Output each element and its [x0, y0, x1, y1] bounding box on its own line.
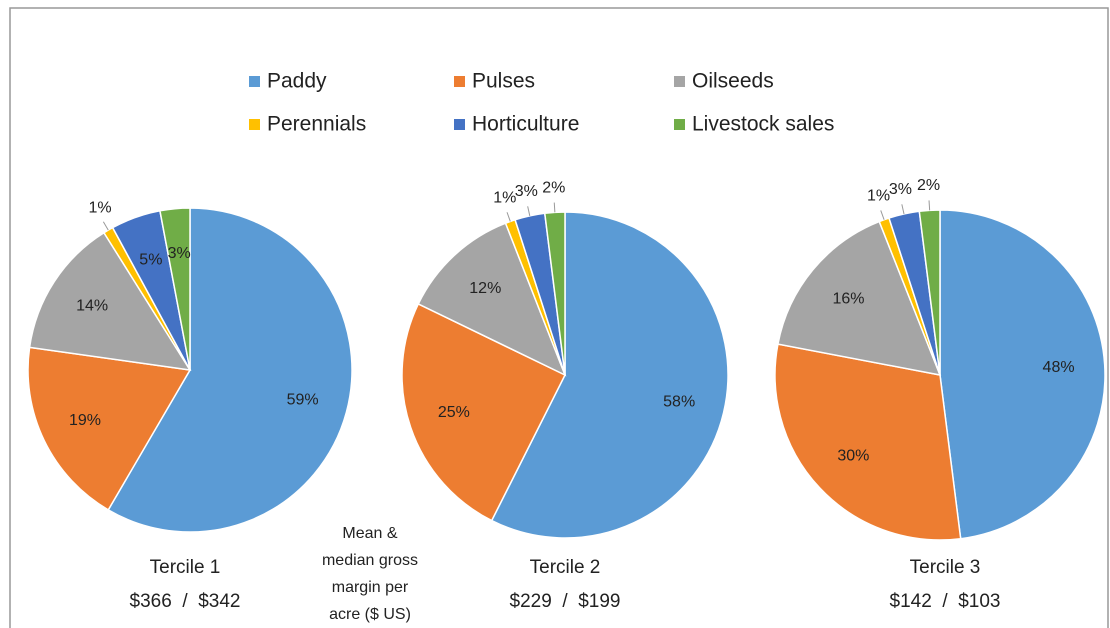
pie-title: Tercile 3	[910, 557, 981, 578]
legend: Paddy Pulses Oilseeds Perennials Horticultur…	[249, 70, 834, 136]
pie-slice	[939, 209, 1106, 540]
pie-slice	[490, 211, 729, 539]
legend-swatch	[249, 119, 260, 130]
legend-label: Livestock sales	[692, 113, 834, 136]
pie-title: Tercile 2	[530, 557, 601, 578]
annotation: margin per	[332, 579, 409, 596]
pie-subtitle: $142 / $103	[890, 591, 1001, 612]
legend-label: Perennials	[267, 113, 366, 136]
legend-label: Oilseeds	[692, 70, 774, 93]
data-label: 14%	[76, 298, 108, 315]
data-label: 1%	[493, 189, 516, 206]
pie-slice	[417, 222, 567, 377]
data-label: 5%	[139, 251, 162, 268]
pie-slice	[27, 346, 192, 511]
data-label: 58%	[663, 393, 695, 410]
legend-label: Pulses	[472, 70, 535, 93]
data-label: 25%	[438, 404, 470, 421]
legend-swatch	[674, 76, 685, 87]
pie-subtitle: $366 / $342	[130, 591, 241, 612]
pie-slice	[777, 220, 942, 376]
legend-swatch	[454, 119, 465, 130]
data-label: 2%	[542, 179, 565, 196]
data-label: 16%	[832, 290, 864, 307]
pie-slice	[159, 207, 191, 371]
data-label: 30%	[837, 448, 869, 465]
leader-line	[928, 200, 931, 211]
pie-title: Tercile 1	[150, 557, 221, 578]
data-label: 12%	[469, 280, 501, 297]
pie-slice	[543, 211, 566, 376]
data-label: 3%	[889, 181, 912, 198]
leader-line	[880, 210, 885, 220]
data-label: 3%	[168, 245, 191, 262]
data-label: 3%	[515, 183, 538, 200]
data-label: 59%	[287, 392, 319, 409]
legend-label: Horticulture	[472, 113, 579, 136]
pie-subtitle: $229 / $199	[510, 591, 621, 612]
data-label: 19%	[69, 412, 101, 429]
leader-line	[553, 202, 556, 213]
annotation: Mean &	[342, 525, 397, 542]
pie-slice	[401, 302, 567, 522]
frame	[9, 7, 1109, 628]
pie-slice	[774, 343, 962, 541]
annotation: acre ($ US)	[329, 606, 411, 623]
pie-slice	[107, 207, 353, 533]
leader-line	[901, 204, 905, 215]
annotation: median gross	[322, 552, 418, 569]
data-label: 1%	[867, 187, 890, 204]
leader-line	[506, 212, 511, 222]
data-label: 1%	[89, 199, 112, 216]
pie-slice	[28, 231, 192, 371]
leader-line	[102, 221, 109, 231]
leader-line	[527, 206, 531, 216]
data-label: 2%	[917, 177, 940, 194]
data-label: 48%	[1043, 359, 1075, 376]
legend-swatch	[454, 76, 465, 87]
legend-label: Paddy	[267, 70, 327, 93]
legend-swatch	[249, 76, 260, 87]
legend-swatch	[674, 119, 685, 130]
